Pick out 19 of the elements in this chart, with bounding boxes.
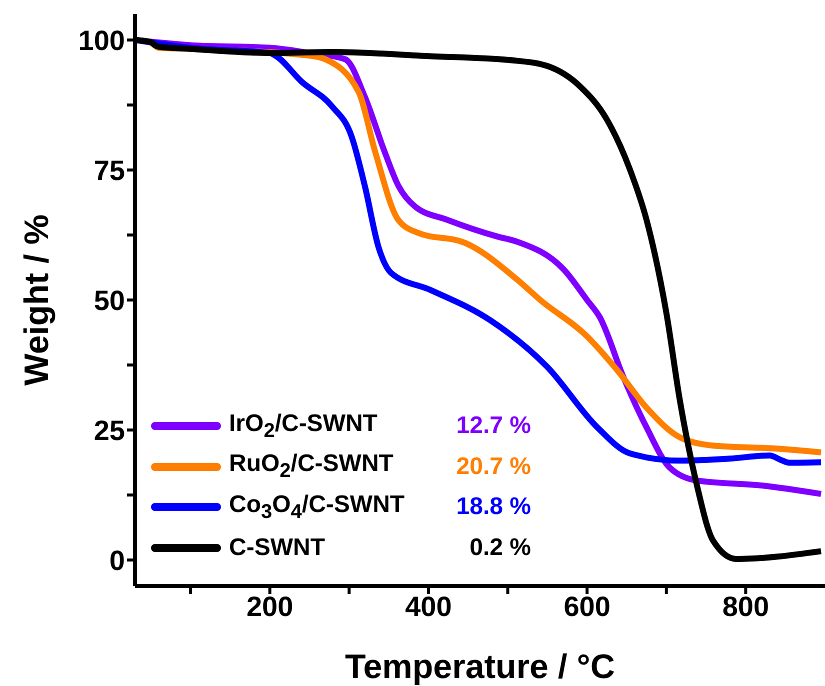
x-tick-label: 800 xyxy=(722,590,770,622)
legend-label: Co$_{3}$O$_{4}$/C-SWNT xyxy=(229,490,406,524)
legend-label: RuO$_{2}$/C-SWNT xyxy=(229,450,394,484)
legend-label: IrO$_{2}$/C-SWNT xyxy=(229,410,378,443)
annotation: 18.8 % xyxy=(455,493,531,522)
y-tick-label: 50 xyxy=(94,284,125,316)
y-tick-label: 75 xyxy=(94,154,125,186)
x-tick-label: 600 xyxy=(564,590,610,622)
y-tick-label: 100 xyxy=(78,24,125,56)
x-tick-label: 200 xyxy=(246,590,294,622)
annotation: 20.7 % xyxy=(455,452,531,481)
legend-label: C-SWNT xyxy=(229,534,326,562)
annotation: 12.7 % xyxy=(455,412,531,440)
x-axis-title: Temperature / °C xyxy=(345,648,615,686)
y-tick-label: 25 xyxy=(94,414,125,446)
annotation: 0.2 % xyxy=(468,534,531,562)
x-tick-label: 400 xyxy=(405,590,452,622)
y-tick-label: 0 xyxy=(109,544,125,576)
y-axis-title: Weight / % xyxy=(18,214,56,386)
